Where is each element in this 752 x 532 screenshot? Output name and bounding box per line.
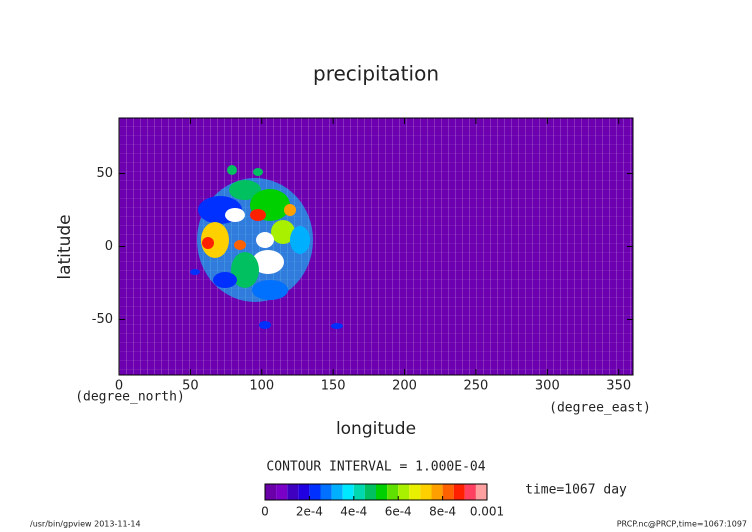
- colorbar-swatch: [409, 484, 421, 500]
- colorbar-swatch: [342, 484, 354, 500]
- x-tick-label: 100: [249, 379, 274, 394]
- colorbar-swatch: [475, 484, 487, 500]
- colorbar-tick-label: 4e-4: [340, 505, 367, 519]
- y-unit: (degree_north): [75, 390, 185, 405]
- colorbar-tick-label: 0: [261, 505, 269, 519]
- chart-title: precipitation: [313, 62, 439, 86]
- x-unit: (degree_east): [549, 401, 651, 416]
- x-tick-label: 150: [321, 379, 346, 394]
- field-grid: [119, 118, 633, 375]
- time-label: time=1067 day: [525, 483, 627, 498]
- colorbar-swatch: [453, 484, 465, 500]
- footer-left: /usr/bin/gpview 2013-11-14: [30, 520, 141, 529]
- colorbar-swatch: [309, 484, 321, 500]
- x-tick-label: 300: [535, 379, 560, 394]
- contour-interval: CONTOUR INTERVAL = 1.000E-04: [266, 460, 485, 475]
- colorbar-tick-label: 8e-4: [429, 505, 456, 519]
- x-tick-label: 250: [464, 379, 489, 394]
- y-tick-label: -50: [92, 312, 113, 327]
- y-tick-label: 0: [105, 239, 113, 254]
- colorbar-swatch: [364, 484, 376, 500]
- x-tick-label: 0: [115, 379, 123, 394]
- colorbar-swatch: [276, 484, 288, 500]
- colorbar-swatch: [387, 484, 399, 500]
- colorbar-tick-label: 0.001: [470, 505, 504, 519]
- colorbar-swatch: [398, 484, 410, 500]
- colorbar-swatch: [320, 484, 332, 500]
- x-axis-label: longitude: [336, 419, 416, 439]
- colorbar-swatch: [464, 484, 476, 500]
- contour-field: [190, 165, 343, 329]
- colorbar-swatch: [265, 484, 277, 500]
- x-tick-label: 50: [182, 379, 199, 394]
- x-tick-label: 350: [606, 379, 631, 394]
- colorbar-swatch: [298, 484, 310, 500]
- colorbar-swatch: [431, 484, 443, 500]
- colorbar-tick-label: 2e-4: [296, 505, 323, 519]
- colorbar-swatch: [420, 484, 432, 500]
- colorbar-tick-label: 6e-4: [385, 505, 412, 519]
- y-tick-label: 50: [96, 166, 113, 181]
- colorbar-swatch: [331, 484, 343, 500]
- colorbar-swatch: [376, 484, 388, 500]
- colorbar-swatch: [287, 484, 299, 500]
- y-axis-label: latitude: [55, 214, 75, 279]
- colorbar-swatch: [353, 484, 365, 500]
- colorbar-swatch: [442, 484, 454, 500]
- colorbar-frame: [264, 483, 488, 501]
- footer-right: PRCP.nc@PRCP,time=1067:1097: [617, 520, 747, 529]
- x-tick-label: 200: [392, 379, 417, 394]
